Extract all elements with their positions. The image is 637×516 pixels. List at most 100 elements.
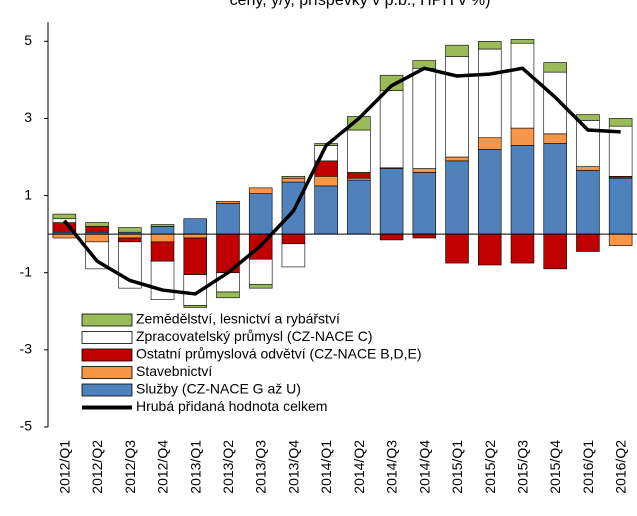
bar (543, 233, 567, 270)
bar (445, 160, 469, 235)
bar (412, 172, 437, 235)
y-tick-label: -3 (20, 341, 33, 357)
bar (510, 39, 535, 44)
bar (477, 148, 502, 235)
y-tick-label: 1 (24, 186, 32, 202)
x-tick-label: 2015/Q1 (449, 440, 465, 494)
bar (216, 272, 240, 293)
bar (183, 233, 208, 239)
y-tick-label: -1 (20, 263, 33, 279)
bar (510, 233, 535, 264)
y-tick-label: 3 (24, 109, 32, 125)
bar (445, 56, 469, 158)
x-tick-label: 2012/Q1 (56, 440, 72, 494)
bar (543, 133, 567, 144)
x-tick-label: 2015/Q4 (547, 440, 563, 494)
bar (248, 283, 273, 289)
x-tick-label: 2014/Q4 (416, 440, 432, 494)
bar (216, 202, 240, 235)
legend-swatch (81, 366, 133, 379)
legend-swatch (81, 383, 133, 397)
bar (608, 177, 633, 235)
bar (150, 224, 175, 227)
legend-label: Hrubá přidaná hodnota celkem (136, 398, 327, 414)
bar (248, 187, 273, 194)
bar (608, 118, 633, 127)
x-tick-label: 2013/Q4 (285, 440, 301, 494)
legend-swatch (81, 331, 133, 344)
bar (248, 258, 273, 285)
bar (477, 137, 502, 150)
x-tick-label: 2014/Q3 (384, 440, 400, 494)
y-tick-label: -5 (20, 418, 33, 434)
x-tick-label: 2016/Q2 (613, 440, 629, 494)
bar (347, 172, 371, 179)
bar (510, 42, 535, 129)
bar (183, 237, 208, 275)
x-tick-label: 2013/Q3 (253, 440, 269, 494)
legend-label: Ostatní průmyslová odvětví (CZ-NACE B,D,… (136, 346, 422, 362)
bar (445, 156, 469, 162)
bar (477, 40, 502, 50)
bar (477, 48, 502, 139)
chart-title: ceny, y/y, příspěvky v p.b., HPH v %) (230, 0, 491, 9)
bar (412, 233, 437, 239)
bar (118, 237, 142, 243)
bar (216, 201, 240, 204)
bar (85, 222, 109, 227)
bar (52, 233, 77, 239)
bar (216, 291, 240, 299)
bar (314, 175, 338, 187)
bar (118, 227, 142, 233)
bar (85, 241, 109, 270)
bar (576, 120, 600, 167)
bar (52, 213, 77, 220)
bar (379, 233, 404, 241)
bar (85, 226, 109, 233)
bar (608, 233, 633, 247)
bar (183, 218, 208, 235)
y-tick-label: 5 (24, 32, 32, 48)
bar (477, 233, 502, 266)
x-tick-label: 2013/Q2 (220, 440, 236, 494)
x-tick-label: 2014/Q2 (351, 440, 367, 494)
bar (379, 168, 404, 235)
x-tick-label: 2012/Q4 (155, 440, 171, 494)
bar (118, 233, 142, 239)
bar (379, 74, 404, 91)
bar (543, 62, 567, 73)
bar (510, 127, 535, 146)
bar (379, 90, 404, 169)
x-tick-label: 2016/Q1 (580, 440, 596, 494)
bar (347, 129, 371, 173)
bar (281, 175, 306, 179)
bar (314, 185, 338, 235)
bar (183, 305, 208, 308)
bar (150, 233, 175, 243)
bar (281, 233, 306, 245)
bar (608, 125, 633, 177)
bar (576, 170, 600, 235)
bar (150, 241, 175, 262)
bar (576, 114, 600, 121)
bar (412, 67, 437, 169)
bar (445, 233, 469, 264)
line (62, 66, 621, 296)
x-tick-label: 2013/Q1 (187, 440, 203, 494)
x-tick-label: 2014/Q1 (318, 440, 334, 494)
legend-swatch (81, 313, 133, 327)
bar (281, 177, 306, 183)
bar (445, 44, 469, 58)
x-tick-label: 2012/Q2 (89, 440, 105, 494)
bar (85, 233, 109, 243)
legend-label: Zpracovatelský průmysl (CZ-NACE C) (136, 328, 372, 344)
bar (510, 145, 535, 235)
bar (150, 260, 175, 301)
bar (576, 166, 600, 171)
legend-swatch (81, 348, 133, 362)
bar (543, 143, 567, 235)
legend-label: Zemědělství, lesnictví a rybářství (136, 311, 340, 327)
bar (576, 233, 600, 252)
bar (150, 226, 175, 235)
